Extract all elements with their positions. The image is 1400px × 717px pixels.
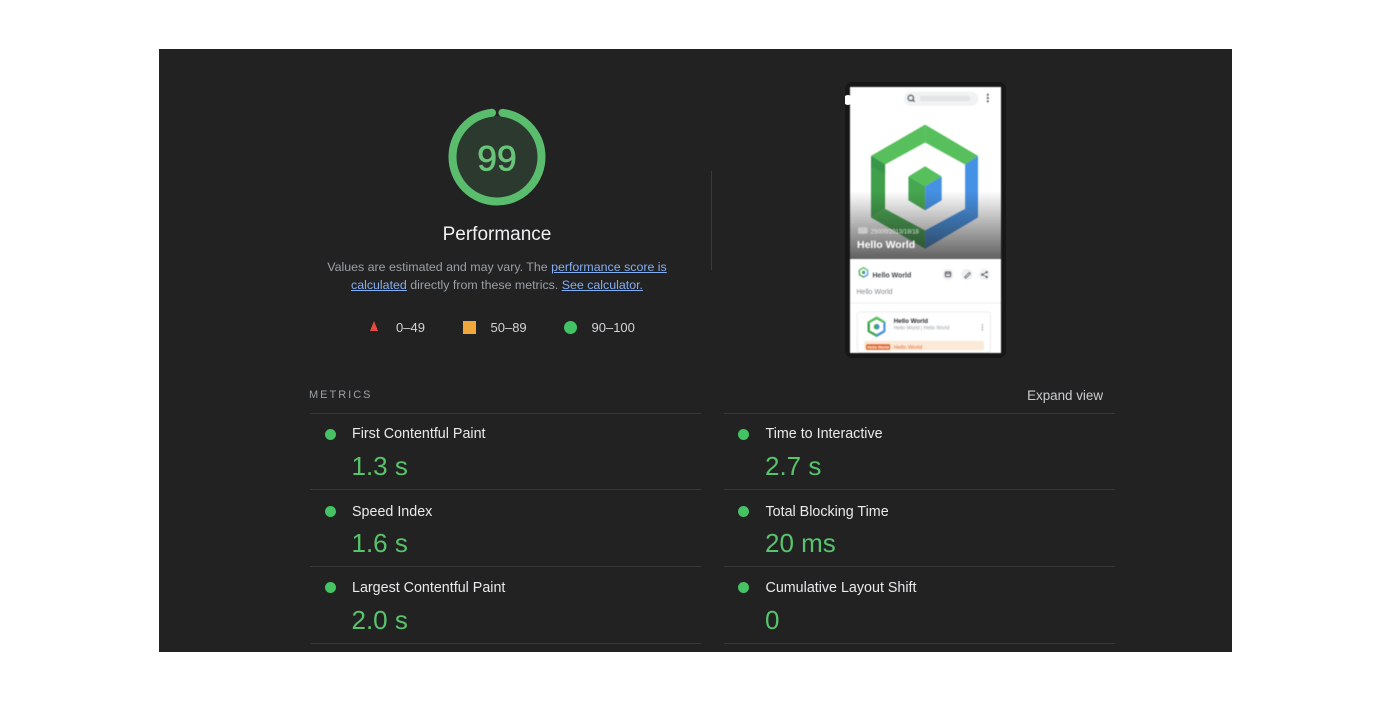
svg-text:Hello World | Hello World: Hello World | Hello World (893, 325, 949, 331)
svg-text:Hello World: Hello World (856, 288, 892, 295)
svg-text:Hello World: Hello World (872, 272, 911, 279)
svg-text:25000/2013/18/18: 25000/2013/18/18 (870, 229, 919, 235)
svg-text:Hello World: Hello World (857, 238, 915, 250)
svg-text:Hello World: Hello World (893, 345, 921, 351)
svg-text:Hello World: Hello World (867, 344, 889, 349)
svg-text:99: 99 (477, 139, 517, 179)
svg-text:Hello World: Hello World (893, 317, 927, 324)
